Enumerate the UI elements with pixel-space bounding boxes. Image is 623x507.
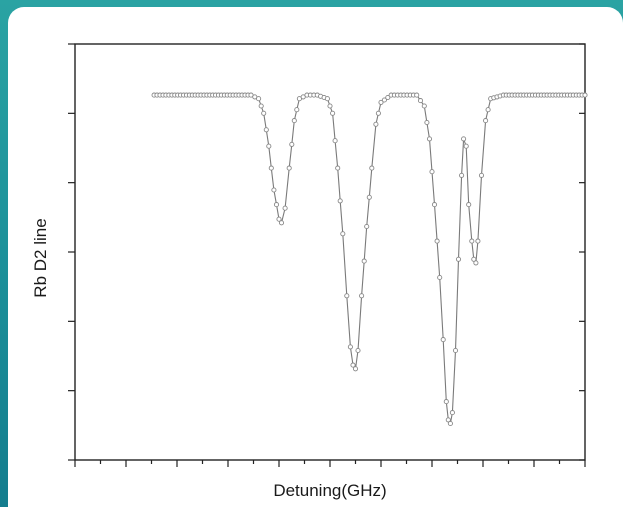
data-point (385, 94, 391, 101)
data-point (431, 202, 438, 208)
data-point (364, 223, 370, 230)
data-point (366, 194, 372, 200)
data-point (469, 238, 475, 244)
data-point (483, 118, 489, 124)
data-point (278, 220, 285, 226)
data-point (417, 98, 424, 104)
data-point (258, 103, 264, 109)
data-point (445, 417, 451, 423)
y-axis-title: Rb D2 line (31, 218, 50, 297)
data-point (471, 256, 477, 262)
data-point (324, 96, 330, 102)
data-point (289, 141, 295, 147)
data-point (355, 347, 361, 354)
x-axis-title: Detuning(GHz) (273, 481, 386, 500)
data-point (330, 110, 336, 116)
data-point (266, 143, 272, 149)
data-point (434, 238, 440, 244)
data-point (381, 97, 387, 103)
chart-card (8, 7, 623, 507)
data-point (414, 92, 420, 98)
data-point (429, 169, 435, 175)
data-point (327, 103, 333, 109)
data-point (475, 238, 481, 244)
data-point (447, 420, 453, 427)
data-point (478, 172, 485, 178)
data-point (261, 110, 267, 116)
data-point (347, 344, 353, 350)
x-axis-ticks (74, 460, 586, 467)
data-point (440, 337, 446, 343)
data-point (340, 231, 346, 237)
data-point (582, 92, 588, 98)
data-point (421, 103, 427, 109)
data-point (273, 202, 280, 208)
data-point (256, 96, 262, 102)
data-point (359, 293, 365, 299)
y-axis-ticks (68, 43, 585, 461)
data-point (271, 187, 277, 193)
data-point (369, 165, 375, 171)
data-point (461, 136, 467, 142)
data-point (361, 258, 367, 264)
data-point (424, 119, 430, 126)
data-point (466, 202, 472, 208)
data-point (335, 165, 341, 171)
data-point (378, 99, 384, 105)
data-point (294, 107, 300, 113)
data-point (485, 107, 491, 113)
data-point (276, 216, 282, 222)
data-point (291, 118, 297, 124)
data-point (437, 274, 443, 281)
data-point (373, 121, 379, 127)
data-point (337, 198, 343, 204)
data-point (268, 165, 274, 171)
data-point (452, 347, 459, 354)
series-line (154, 94, 585, 426)
data-point (350, 362, 356, 368)
data-point (463, 143, 469, 149)
data-point (352, 366, 359, 372)
data-point (282, 205, 288, 211)
data-point (375, 110, 381, 116)
data-point (443, 399, 449, 405)
data-point (459, 172, 465, 178)
data-point (455, 256, 462, 262)
data-point (449, 410, 455, 416)
data-point (286, 165, 292, 171)
series-markers (151, 92, 588, 427)
data-point (263, 127, 269, 133)
data-point (473, 260, 479, 266)
data-point (344, 293, 350, 299)
data-point (426, 136, 433, 142)
data-point (332, 138, 338, 144)
